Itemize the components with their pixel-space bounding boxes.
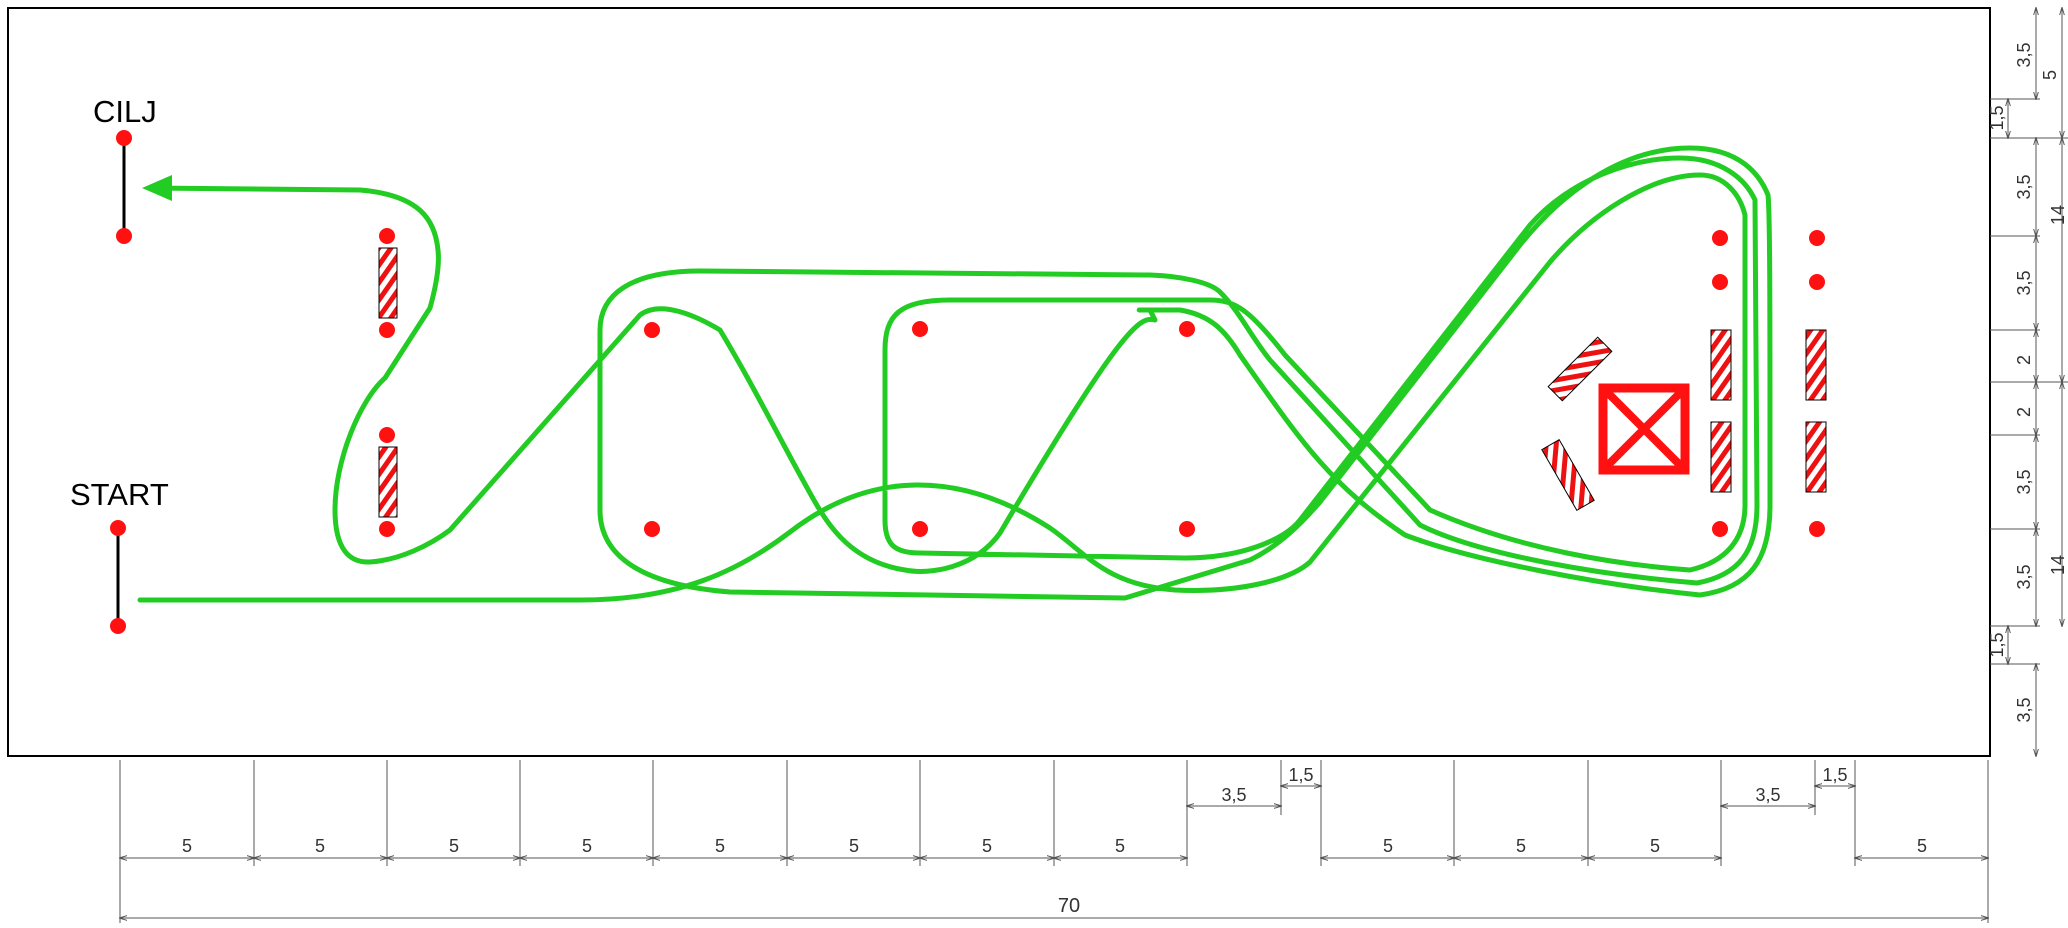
cone [912, 521, 928, 537]
barrier [1805, 421, 1827, 493]
cone [379, 427, 395, 443]
cone [1712, 521, 1728, 537]
dim-label: 3,5 [1221, 785, 1246, 805]
obstacle-box-icon [1598, 383, 1690, 475]
dim-label: 5 [315, 836, 325, 856]
dim-label: 1,5 [1822, 765, 1847, 785]
bottom-dimensions: 5 5 5 5 5 5 5 5 5 5 5 5 3,5 1,5 3,5 1,5 … [120, 760, 1988, 923]
cone [644, 521, 660, 537]
finish-gate [116, 130, 132, 244]
cone [1809, 521, 1825, 537]
dim-label: 5 [982, 836, 992, 856]
dim-label: 14 [2048, 555, 2068, 575]
dim-label: 14 [2048, 205, 2068, 225]
dim-label: 5 [1115, 836, 1125, 856]
dim-label: 5 [849, 836, 859, 856]
dim-label: 5 [582, 836, 592, 856]
cone [379, 521, 395, 537]
dim-label: 5 [1917, 836, 1927, 856]
dim-label: 5 [1383, 836, 1393, 856]
dim-label: 3,5 [2014, 697, 2034, 722]
dim-label: 3,5 [2014, 564, 2034, 589]
driving-path [137, 145, 1773, 603]
cone [1809, 274, 1825, 290]
dim-label: 3,5 [1755, 785, 1780, 805]
dim-label: 5 [715, 836, 725, 856]
barriers [378, 247, 1827, 518]
cone [1712, 274, 1728, 290]
start-gate [110, 520, 126, 634]
dim-label: 5 [1516, 836, 1526, 856]
barrier [1710, 421, 1732, 493]
dim-label: 3,5 [2014, 174, 2034, 199]
cone [644, 322, 660, 338]
dim-label: 1,5 [1288, 765, 1313, 785]
course-border [7, 7, 1991, 757]
right-dimensions: 3,5 1,5 3,5 3,5 2 2 3,5 3,5 1,5 3,5 5 14… [1987, 8, 2068, 756]
cones [379, 228, 1825, 537]
start-cone [110, 618, 126, 634]
cone [1179, 321, 1195, 337]
barrier [378, 247, 398, 319]
cone [912, 321, 928, 337]
dim-label: 5 [1650, 836, 1660, 856]
finish-cone [116, 228, 132, 244]
cone [379, 228, 395, 244]
barrier [1710, 329, 1732, 401]
cone [1179, 521, 1195, 537]
dim-label: 2 [2014, 407, 2034, 417]
barrier [1805, 329, 1827, 401]
cone [1809, 230, 1825, 246]
dim-label: 5 [182, 836, 192, 856]
dim-label: 1,5 [1987, 105, 2007, 130]
dim-label: 1,5 [1987, 632, 2007, 657]
dim-label: 5 [2040, 70, 2060, 80]
finish-cone [116, 130, 132, 146]
cone [379, 322, 395, 338]
dim-label: 5 [449, 836, 459, 856]
cone [1712, 230, 1728, 246]
start-label: START [70, 477, 169, 512]
dim-label: 3,5 [2014, 270, 2034, 295]
barrier [1547, 336, 1613, 402]
dim-label: 3,5 [2014, 42, 2034, 67]
dim-label: 2 [2014, 355, 2034, 365]
dim-label: 3,5 [2014, 469, 2034, 494]
total-length-label: 70 [1058, 895, 1080, 917]
start-cone [110, 520, 126, 536]
barrier [1541, 439, 1595, 511]
finish-label: CILJ [93, 94, 157, 129]
finish-arrow-icon [142, 175, 172, 201]
barrier [378, 446, 398, 518]
